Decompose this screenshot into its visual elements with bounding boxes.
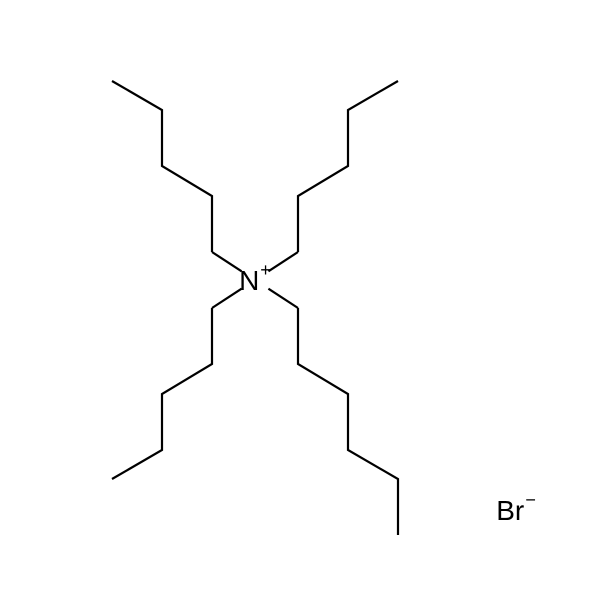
chain	[112, 81, 212, 252]
bond	[268, 252, 298, 271]
nitrogen-atom: N+	[239, 260, 271, 295]
chain	[298, 81, 398, 252]
bond	[212, 252, 242, 271]
bond	[212, 289, 242, 308]
bromide-counterion: Br−	[496, 490, 536, 525]
chain	[298, 308, 398, 535]
svg-text:N+: N+	[239, 260, 271, 295]
molecule-diagram: N+ Br−	[0, 0, 600, 600]
chain	[112, 308, 212, 479]
bond	[268, 289, 298, 308]
